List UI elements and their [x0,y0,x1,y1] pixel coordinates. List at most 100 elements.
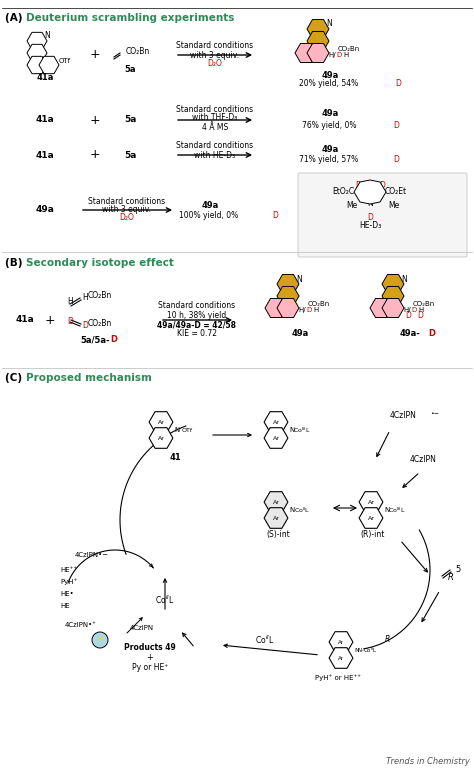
Text: Ar: Ar [273,500,280,504]
Text: N: N [401,274,407,284]
Polygon shape [295,43,317,62]
Text: +: + [146,654,154,662]
Text: +: + [45,314,55,326]
Text: 76% yield, 0%: 76% yield, 0% [301,120,358,130]
Text: Ar: Ar [157,436,164,440]
Polygon shape [382,274,404,294]
Polygon shape [329,631,353,652]
Text: 4CzIPN•⁺: 4CzIPN•⁺ [65,622,97,628]
Text: KIE = 0.72: KIE = 0.72 [177,329,217,338]
Text: with 3 equiv.: with 3 equiv. [102,206,152,214]
Text: R: R [385,635,390,645]
Text: D₂O: D₂O [119,214,135,223]
Text: D: D [395,79,401,87]
Text: N: N [296,274,302,284]
Text: Co$^{III}$L: Co$^{III}$L [293,426,311,435]
Text: 49a: 49a [321,109,338,119]
Text: HE: HE [60,603,70,609]
Text: Ar: Ar [273,516,280,520]
Polygon shape [307,43,329,62]
Text: Standard conditions: Standard conditions [176,41,254,49]
Text: OTf: OTf [182,427,192,433]
Text: Proposed mechanism: Proposed mechanism [26,373,152,383]
Text: Py or HE⁺: Py or HE⁺ [132,664,168,672]
Text: Ar: Ar [338,639,344,645]
Text: (C): (C) [5,373,26,383]
Text: 49a/49a-D = 42/58: 49a/49a-D = 42/58 [157,321,237,329]
Polygon shape [382,287,404,305]
Text: 49a: 49a [36,206,55,214]
Text: N: N [326,19,332,29]
Text: Ar: Ar [338,655,344,661]
Text: Ar: Ar [157,419,164,425]
Text: +: + [90,49,100,62]
Text: EtO₂C: EtO₂C [332,187,354,197]
Text: D: D [393,120,399,130]
Text: D: D [82,322,88,331]
Text: 5: 5 [455,565,460,574]
Text: with HE-D₃: with HE-D₃ [194,151,236,160]
Text: Ar: Ar [367,500,374,504]
Text: (S)-int: (S)-int [266,530,290,540]
Polygon shape [264,492,288,512]
Text: D: D [379,180,385,190]
Text: 49a: 49a [321,70,338,79]
Text: ☀: ☀ [96,635,104,645]
Text: 5a: 5a [124,150,136,160]
Text: 41a: 41a [16,315,35,325]
Text: D: D [393,156,399,164]
Text: CO₂Bn: CO₂Bn [308,301,330,307]
Text: Ar: Ar [273,436,280,440]
Polygon shape [264,428,288,448]
Polygon shape [307,32,329,51]
Text: Ar: Ar [367,516,374,520]
Text: CO₂Bn: CO₂Bn [88,319,112,328]
Polygon shape [264,507,288,528]
Polygon shape [149,412,173,433]
Text: HE•: HE• [60,591,73,597]
Text: D: D [306,307,311,313]
Text: H: H [313,307,318,313]
Text: (R)-int: (R)-int [361,530,385,540]
Text: Ar: Ar [273,419,280,425]
Text: D: D [405,311,411,319]
Text: 49a: 49a [321,144,338,153]
Text: HE⁺⁺: HE⁺⁺ [60,567,77,573]
Polygon shape [277,274,299,294]
Text: H/: H/ [403,307,410,313]
Text: 20% yield, 54%: 20% yield, 54% [299,79,361,87]
Polygon shape [359,492,383,512]
Text: CO₂Et: CO₂Et [385,187,407,197]
Text: D: D [355,180,361,190]
Text: H/: H/ [328,52,336,58]
Polygon shape [27,45,47,62]
Text: 41a: 41a [36,150,55,160]
Polygon shape [27,32,47,49]
Text: 49a: 49a [201,200,219,210]
Text: N: N [44,32,50,41]
Polygon shape [39,56,59,74]
Text: Co$^{II}$L: Co$^{II}$L [155,594,175,606]
Polygon shape [265,298,287,318]
Text: Co$^{II}$L: Co$^{II}$L [255,634,275,646]
Text: +: + [90,149,100,161]
Text: (B): (B) [5,258,26,268]
Text: 4CzIPN: 4CzIPN [390,410,417,419]
Text: CO₂Bn: CO₂Bn [338,46,360,52]
Text: 4CzIPN: 4CzIPN [410,456,437,464]
Polygon shape [382,298,404,318]
Polygon shape [149,428,173,448]
Text: 100% yield, 0%: 100% yield, 0% [179,210,241,220]
Text: with 3 equiv.: with 3 equiv. [191,50,239,59]
Text: D: D [110,335,117,345]
Text: D: D [336,52,341,58]
Text: Me: Me [346,200,357,210]
Text: Standard conditions: Standard conditions [89,197,165,206]
Text: 4 Å MS: 4 Å MS [202,123,228,132]
Circle shape [92,632,108,648]
Text: 5a: 5a [124,116,136,124]
Text: 41a: 41a [36,116,55,124]
Text: 49a-: 49a- [400,329,420,338]
Text: H: H [82,294,88,302]
Text: CO₂Bn: CO₂Bn [126,46,150,56]
